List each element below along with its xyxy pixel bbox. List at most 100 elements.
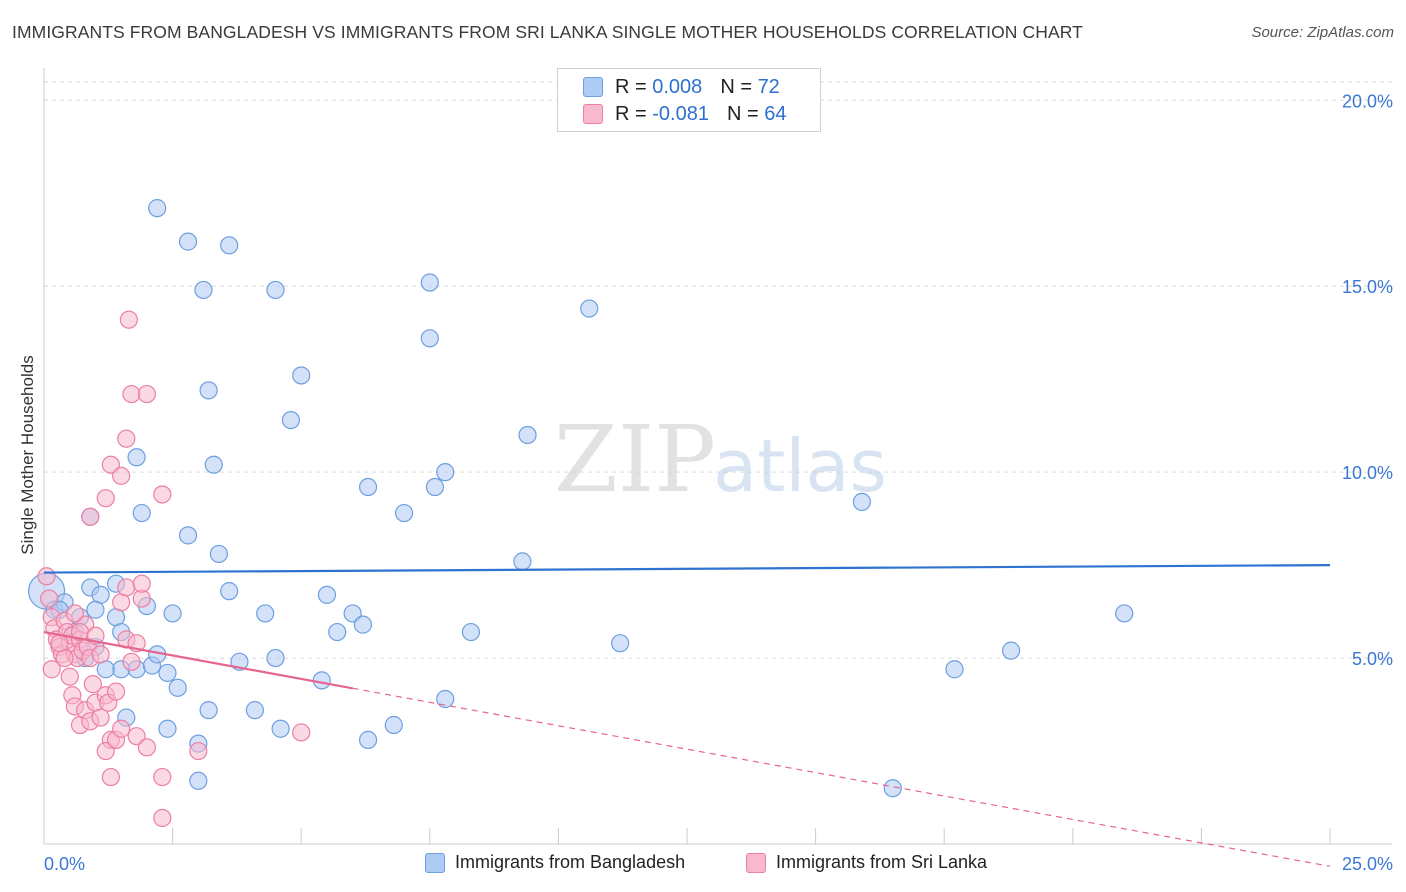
n-value: 64 — [764, 102, 787, 125]
y-tick-label: 20.0% — [1342, 91, 1393, 111]
data-point — [1001, 641, 1021, 660]
r-value: -0.081 — [652, 102, 709, 125]
data-point — [148, 199, 167, 218]
data-point — [611, 634, 630, 653]
data-point — [292, 366, 311, 385]
data-point — [461, 622, 481, 642]
data-point — [343, 604, 362, 623]
data-point — [101, 455, 120, 474]
data-point — [189, 771, 208, 790]
data-point — [204, 455, 223, 474]
r-label: R = — [615, 102, 647, 125]
data-point — [328, 622, 347, 642]
data-point — [194, 280, 213, 300]
chart-title: IMMIGRANTS FROM BANGLADESH VS IMMIGRANTS… — [12, 22, 1083, 42]
data-point — [132, 574, 151, 593]
data-point — [420, 329, 439, 348]
data-point — [153, 808, 172, 828]
data-point — [42, 660, 61, 679]
data-point — [199, 381, 218, 400]
data-point — [189, 741, 208, 761]
data-point — [256, 604, 275, 623]
data-point — [158, 719, 177, 738]
data-point — [425, 477, 445, 497]
data-point — [220, 236, 239, 255]
r-value: 0.008 — [652, 75, 703, 98]
blue-swatch — [583, 77, 603, 97]
axes — [43, 68, 1392, 845]
tick-labels: 5.0% 10.0% 15.0% 20.0% 0.0% 25.0% — [44, 91, 1393, 874]
data-point — [436, 689, 455, 709]
data-point — [312, 671, 331, 690]
r-label: R = — [615, 75, 647, 98]
data-point — [852, 492, 871, 512]
data-point — [112, 466, 131, 485]
data-point — [1115, 604, 1134, 623]
data-point — [220, 582, 239, 601]
data-point — [96, 489, 115, 508]
data-point — [271, 719, 290, 738]
legend-label: Immigrants from Sri Lanka — [776, 852, 988, 872]
data-point — [163, 604, 182, 623]
y-tick-label: 15.0% — [1342, 277, 1393, 297]
data-point — [112, 719, 131, 738]
data-point — [50, 634, 69, 653]
data-point — [119, 310, 138, 329]
data-point — [65, 604, 84, 623]
data-point — [91, 708, 110, 727]
data-point — [122, 652, 141, 671]
data-point — [358, 477, 378, 497]
data-point — [127, 727, 146, 746]
data-point — [96, 741, 115, 761]
stats-box: R = 0.008 N = 72 R = -0.081 N = 64 — [557, 68, 821, 132]
y-axis-label: Single Mother Households — [18, 355, 37, 555]
data-point — [317, 585, 337, 604]
data-point — [513, 552, 532, 571]
data-point — [436, 463, 455, 482]
data-point — [518, 425, 537, 445]
y-tick-label: 5.0% — [1352, 649, 1393, 669]
data-point — [101, 767, 120, 787]
data-point — [153, 767, 172, 787]
data-point — [127, 448, 146, 467]
data-point — [384, 715, 403, 735]
data-point — [266, 648, 285, 668]
watermark-zip: ZIP — [554, 406, 716, 513]
data-point — [60, 667, 79, 686]
legend-item-srilanka[interactable]: Immigrants from Sri Lanka — [746, 852, 987, 873]
legend-blue-swatch — [425, 852, 445, 873]
data-point — [580, 299, 599, 318]
x-tick-label: 25.0% — [1342, 854, 1393, 874]
data-point — [137, 738, 156, 757]
data-point — [83, 675, 102, 694]
legend-pink-swatch — [746, 852, 766, 873]
n-label: N = — [726, 102, 759, 125]
data-point — [420, 273, 439, 292]
data-point — [292, 723, 311, 742]
pink-swatch — [583, 104, 603, 124]
data-point — [117, 429, 136, 448]
data-point — [883, 779, 902, 798]
data-point — [106, 682, 126, 701]
legend-item-bangladesh[interactable]: Immigrants from Bangladesh — [425, 852, 685, 873]
scatter-points — [27, 199, 1134, 828]
data-point — [40, 589, 59, 608]
data-point — [394, 503, 414, 523]
data-point — [81, 507, 100, 526]
data-point — [153, 485, 172, 504]
watermark: ZIP atlas — [554, 406, 887, 513]
trend-line-extension — [352, 687, 1331, 867]
data-point — [353, 615, 373, 634]
data-point — [945, 660, 964, 679]
y-tick-label: 10.0% — [1342, 463, 1393, 483]
trend-lines — [43, 564, 1331, 867]
data-point — [199, 701, 218, 720]
data-point — [137, 384, 156, 404]
data-point — [168, 678, 187, 697]
trend-line — [43, 564, 1331, 574]
data-point — [266, 280, 285, 300]
data-point — [178, 526, 198, 545]
data-point — [86, 600, 105, 619]
source-label: Source: ZipAtlas.com — [1251, 24, 1394, 41]
